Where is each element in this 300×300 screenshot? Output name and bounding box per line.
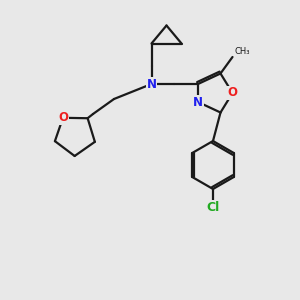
- Text: O: O: [58, 111, 68, 124]
- Text: CH₃: CH₃: [235, 46, 250, 56]
- Text: O: O: [227, 86, 238, 100]
- Text: N: N: [193, 95, 203, 109]
- Text: N: N: [146, 77, 157, 91]
- Text: Cl: Cl: [206, 201, 220, 214]
